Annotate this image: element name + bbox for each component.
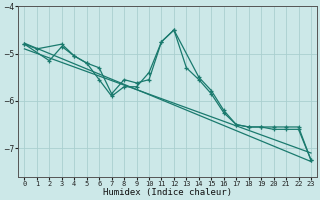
X-axis label: Humidex (Indice chaleur): Humidex (Indice chaleur) — [103, 188, 232, 197]
